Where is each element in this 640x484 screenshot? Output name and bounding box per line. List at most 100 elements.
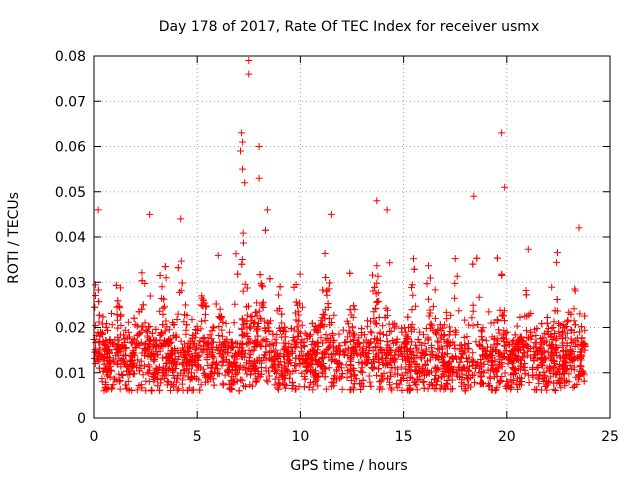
data-point xyxy=(370,308,378,316)
data-point xyxy=(116,377,124,384)
data-point-outlier xyxy=(263,206,271,214)
data-point xyxy=(420,331,427,339)
data-point xyxy=(161,263,169,271)
data-point xyxy=(493,316,501,324)
data-point-outlier xyxy=(245,70,253,78)
data-point xyxy=(446,328,454,335)
data-point xyxy=(256,373,264,381)
data-point xyxy=(216,314,224,322)
x-axis-label: GPS time / hours xyxy=(290,458,407,474)
data-point xyxy=(145,363,153,371)
data-point xyxy=(417,354,425,361)
data-point xyxy=(374,298,381,305)
data-point xyxy=(447,311,455,319)
data-point xyxy=(199,365,207,373)
data-point xyxy=(406,385,414,393)
data-point xyxy=(500,353,508,361)
data-point xyxy=(465,321,473,329)
data-point xyxy=(330,311,338,319)
data-point xyxy=(497,377,505,384)
y-tick-label: 0.01 xyxy=(55,366,86,382)
data-point xyxy=(451,294,459,302)
data-point xyxy=(312,370,320,378)
data-point xyxy=(413,360,421,368)
data-point xyxy=(206,331,214,339)
data-point xyxy=(563,329,571,337)
x-tick-label: 10 xyxy=(291,429,309,445)
data-point xyxy=(336,342,344,350)
data-point xyxy=(431,314,439,322)
data-point-outlier xyxy=(239,138,247,146)
data-point xyxy=(112,281,120,289)
data-point xyxy=(384,351,392,358)
data-point xyxy=(177,287,185,295)
data-point xyxy=(375,359,383,366)
data-point xyxy=(148,386,156,394)
data-point xyxy=(268,357,276,365)
data-point xyxy=(482,347,490,355)
data-point xyxy=(156,347,164,355)
data-point xyxy=(308,319,316,327)
data-point xyxy=(118,371,126,379)
plot-frame xyxy=(93,55,611,419)
data-point xyxy=(221,371,229,379)
data-point xyxy=(405,361,413,369)
data-point xyxy=(522,340,530,348)
data-point xyxy=(320,348,328,356)
data-point xyxy=(434,325,442,333)
data-point xyxy=(439,324,447,332)
x-tick-label: 15 xyxy=(395,429,413,445)
data-point xyxy=(91,360,99,367)
data-point xyxy=(485,382,493,390)
data-point xyxy=(540,368,548,376)
data-point xyxy=(369,364,377,372)
data-point xyxy=(238,260,246,268)
data-point xyxy=(253,299,261,307)
data-point xyxy=(532,343,540,351)
data-point xyxy=(308,360,316,368)
data-point xyxy=(500,307,508,315)
data-point xyxy=(298,369,306,377)
data-point xyxy=(358,347,366,355)
data-point xyxy=(138,305,146,313)
data-point xyxy=(428,368,435,376)
data-point xyxy=(128,357,136,365)
data-point xyxy=(241,349,249,357)
data-point xyxy=(578,368,586,376)
x-tick-label: 0 xyxy=(90,429,99,445)
data-point xyxy=(520,353,528,361)
data-point xyxy=(231,353,238,361)
x-tick-label: 25 xyxy=(601,429,619,445)
data-point xyxy=(575,375,583,383)
data-point xyxy=(336,374,344,382)
data-point xyxy=(146,336,154,344)
data-point xyxy=(560,347,567,355)
data-point xyxy=(377,346,385,353)
data-point xyxy=(364,339,372,347)
data-point xyxy=(150,357,158,365)
data-point xyxy=(387,384,395,392)
data-point xyxy=(561,379,569,387)
data-point xyxy=(119,371,127,379)
data-point xyxy=(574,341,582,349)
data-point xyxy=(300,383,308,391)
data-point xyxy=(522,327,530,335)
data-point xyxy=(372,343,379,351)
data-point xyxy=(190,339,198,347)
data-point xyxy=(373,371,380,379)
data-point xyxy=(177,257,185,265)
data-point xyxy=(443,337,451,345)
data-point xyxy=(352,375,360,383)
data-point xyxy=(262,367,270,375)
data-point xyxy=(410,255,417,263)
data-point xyxy=(242,383,249,391)
data-point xyxy=(322,274,330,281)
data-point xyxy=(292,354,300,362)
data-point xyxy=(162,317,170,325)
data-point xyxy=(248,347,256,355)
data-point xyxy=(260,336,268,344)
data-point xyxy=(459,350,467,358)
data-point xyxy=(328,378,336,386)
data-point xyxy=(149,350,157,357)
data-point xyxy=(416,328,424,336)
